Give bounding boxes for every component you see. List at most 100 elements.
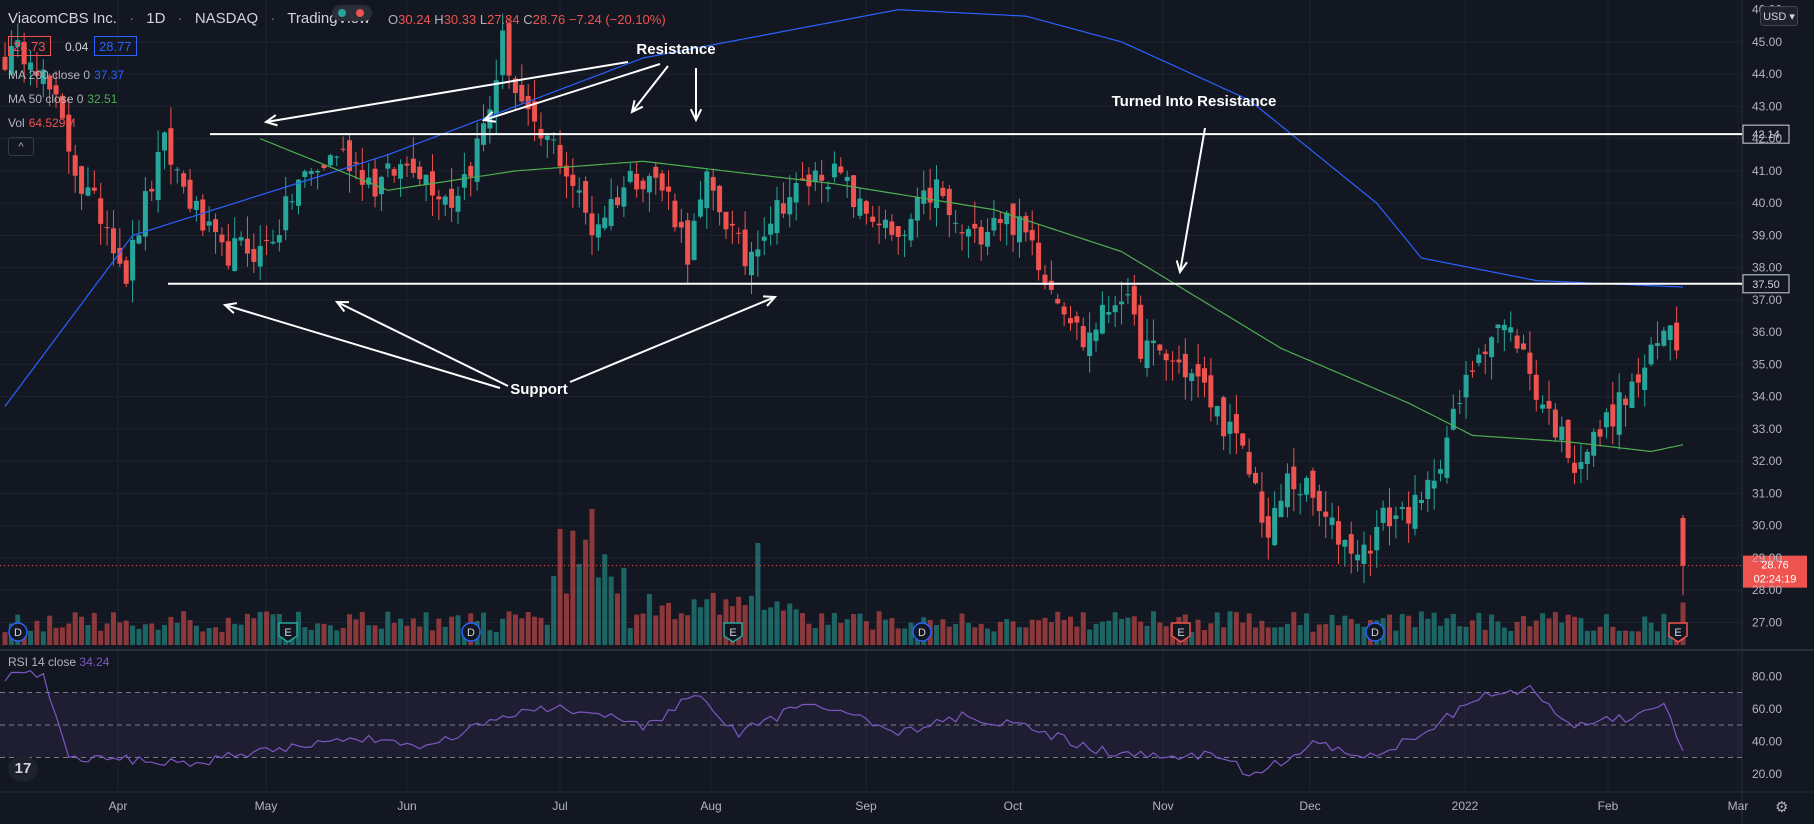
symbol-name[interactable]: ViacomCBS Inc.: [8, 10, 117, 27]
volume-bar: [1348, 618, 1354, 645]
rsi-legend[interactable]: RSI 14 close 34.24: [8, 655, 109, 669]
candle-body: [1469, 370, 1475, 372]
volume-bar: [1208, 623, 1214, 645]
volume-bar: [1412, 627, 1418, 645]
candle-body: [334, 156, 340, 158]
volume-bar: [1061, 619, 1067, 645]
volume-bar: [1029, 619, 1035, 645]
volume-bar: [1272, 627, 1278, 645]
volume-bar: [1297, 625, 1303, 645]
candle-body: [704, 171, 710, 209]
volume-bar: [1093, 623, 1099, 645]
candle-body: [1533, 374, 1539, 400]
bid-button[interactable]: 28.73: [8, 36, 51, 56]
candle-body: [347, 140, 353, 172]
volume-bar: [768, 607, 774, 645]
candle-body: [410, 158, 416, 173]
volume-bar: [47, 615, 53, 645]
candle-body: [1367, 550, 1373, 554]
candle-body: [257, 245, 263, 267]
tradingview-logo[interactable]: 17: [8, 756, 38, 782]
candle-body: [717, 185, 723, 213]
candle-body: [2, 56, 8, 70]
candle-body: [755, 249, 761, 257]
volume-bar: [678, 613, 684, 645]
candle-body: [28, 62, 34, 70]
candle-body: [672, 200, 678, 228]
candle-body: [340, 148, 346, 150]
candle-body: [449, 188, 455, 208]
interval-label[interactable]: 1D: [146, 10, 166, 27]
candle-body: [1623, 398, 1629, 406]
candle-body: [72, 155, 78, 176]
candle-body: [1399, 507, 1405, 510]
low-value: 27.84: [487, 12, 520, 27]
volume-bar: [723, 599, 729, 645]
candle-body: [1170, 360, 1176, 362]
ma50-legend[interactable]: MA 50 close 0 32.51: [8, 92, 117, 106]
collapse-legend-button[interactable]: ^: [8, 137, 34, 156]
volume-bar: [1067, 616, 1073, 645]
volume-bar: [780, 610, 786, 645]
gear-icon[interactable]: ⚙: [1775, 799, 1789, 816]
volume-bar: [1214, 612, 1220, 645]
annotation-label: Support: [510, 381, 568, 398]
volume-bar: [1533, 620, 1539, 645]
candle-body: [1335, 521, 1341, 545]
volume-bar: [959, 613, 965, 645]
volume-bar: [200, 631, 206, 645]
volume-bar: [295, 611, 301, 645]
annotation-label: Resistance: [636, 41, 715, 58]
candle-body: [1495, 324, 1501, 329]
candle-body: [1106, 312, 1112, 315]
volume-bar: [793, 609, 799, 645]
candle-body: [1603, 412, 1609, 428]
volume-bar: [1048, 622, 1054, 645]
market-closed-icon: [356, 9, 364, 17]
volume-bar: [1010, 621, 1016, 645]
volume-bar: [206, 628, 212, 645]
candle-body: [295, 179, 301, 206]
volume-bar: [1393, 630, 1399, 645]
market-status-toggle[interactable]: [332, 5, 372, 21]
arrow-head: [1175, 260, 1188, 275]
candle-body: [838, 166, 844, 173]
x-tick-label: Jul: [552, 799, 567, 813]
volume-bar: [327, 625, 333, 645]
candle-body: [634, 173, 640, 190]
candle-body: [155, 151, 161, 200]
volume-bar: [563, 593, 569, 645]
candle-body: [276, 235, 282, 243]
low-key: L: [479, 12, 488, 27]
volume-bar: [104, 623, 110, 645]
candle-body: [1559, 426, 1565, 441]
volume-bar: [1106, 620, 1112, 645]
volume-bar: [366, 625, 372, 645]
ask-button[interactable]: 28.77: [94, 36, 137, 56]
candle-body: [934, 179, 940, 208]
volume-bar: [1520, 616, 1526, 645]
volume-bar: [1463, 626, 1469, 645]
volume-bar: [1310, 631, 1316, 645]
candle-body: [1565, 419, 1571, 459]
volume-bar: [1476, 612, 1482, 645]
candle-body: [768, 223, 774, 235]
candle-body: [1208, 375, 1214, 408]
rsi-tick-label: 60.00: [1752, 702, 1782, 716]
volume-bar: [717, 614, 723, 645]
candle-body: [1087, 332, 1093, 357]
candle-body: [1629, 381, 1635, 408]
ma200-legend[interactable]: MA 200 close 0 37.37: [8, 68, 124, 82]
volume-bar: [742, 605, 748, 645]
ma50-value: 32.51: [87, 92, 118, 106]
dividend-marker: [1365, 622, 1385, 642]
candle-body: [1278, 500, 1284, 518]
candle-body: [461, 174, 467, 188]
volume-bar: [500, 618, 506, 645]
volume-bar: [1335, 625, 1341, 645]
candle-body: [1476, 354, 1482, 364]
volume-legend[interactable]: Vol 64.529M: [8, 116, 75, 130]
dividend-marker: [461, 622, 481, 642]
currency-selector[interactable]: USD ▾: [1760, 6, 1798, 26]
